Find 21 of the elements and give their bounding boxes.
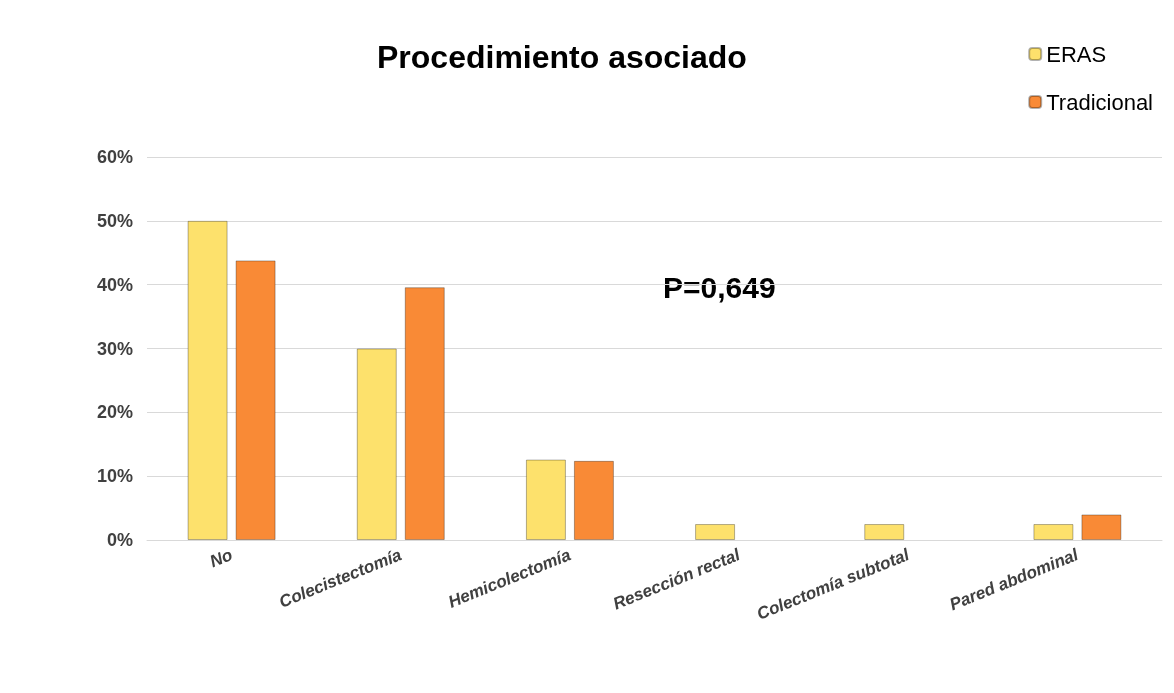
y-tick-label: 50% [96, 210, 133, 231]
y-tick-label: 0% [106, 530, 133, 550]
bar [356, 348, 397, 540]
bar [525, 459, 566, 540]
y-tick-label: 10% [96, 466, 133, 487]
legend-label: ERAS [1046, 41, 1107, 67]
chart-title: Procedimiento asociado [377, 39, 747, 75]
bar [573, 460, 614, 540]
bar [864, 524, 905, 540]
y-tick-label: 60% [96, 147, 133, 167]
bar [235, 260, 276, 540]
y-tick-label: 20% [96, 402, 133, 423]
legend-label: Tradicional [1046, 89, 1154, 115]
y-tick-label: 40% [96, 274, 133, 295]
bar [1081, 514, 1122, 540]
x-tick-label: No [207, 545, 236, 572]
bar [187, 220, 228, 540]
bar [1033, 524, 1074, 540]
bar [695, 524, 736, 540]
bar [404, 287, 445, 540]
y-tick-label: 30% [96, 338, 133, 359]
